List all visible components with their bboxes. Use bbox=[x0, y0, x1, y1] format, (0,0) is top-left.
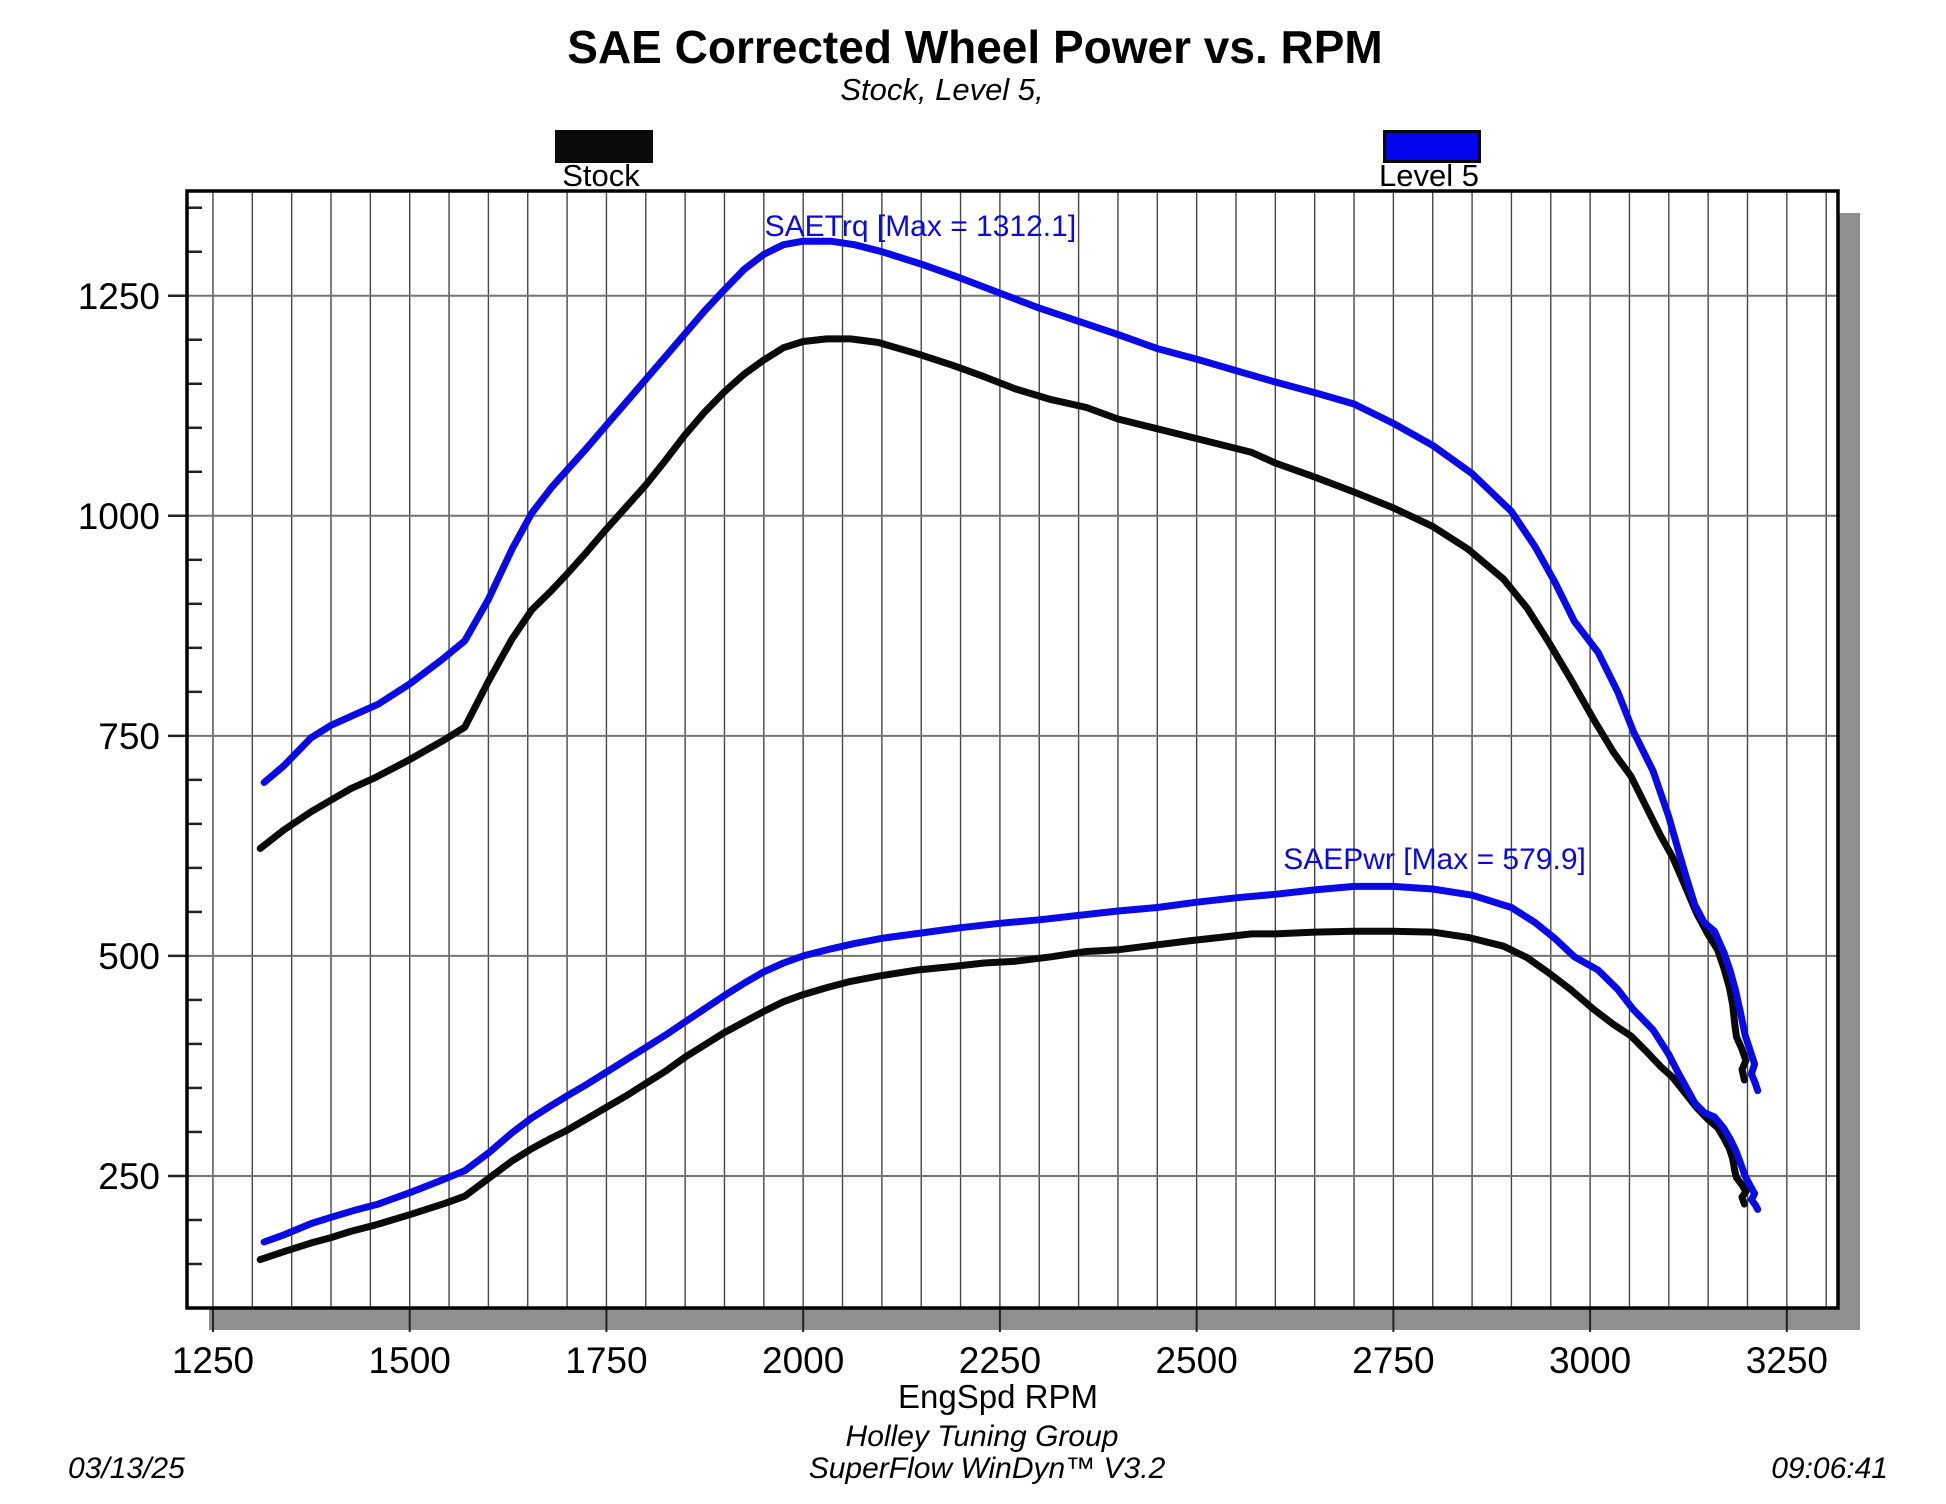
page-subtitle: Stock, Level 5, bbox=[840, 72, 1044, 107]
x-tick-label-2000: 2000 bbox=[762, 1340, 845, 1381]
legend-label-level5: Level 5 bbox=[1379, 158, 1479, 193]
x-tick-label-2500: 2500 bbox=[1155, 1340, 1238, 1381]
x-tick-label-1500: 1500 bbox=[368, 1340, 451, 1381]
legend-swatch-stock bbox=[555, 130, 653, 163]
x-tick-label-2750: 2750 bbox=[1352, 1340, 1435, 1381]
plot-frame bbox=[185, 189, 1840, 1310]
series-curve-level-5-saepwr bbox=[260, 882, 1762, 1246]
footer-group-name: Holley Tuning Group bbox=[845, 1420, 1119, 1453]
annotation-saetrq-max: SAETrq [Max = 1312.1] bbox=[764, 209, 1077, 243]
x-tick-label-3000: 3000 bbox=[1548, 1340, 1632, 1381]
legend-swatch-level5 bbox=[1383, 130, 1481, 163]
x-tick-label-1250: 1250 bbox=[171, 1340, 255, 1381]
plot-background bbox=[187, 191, 1838, 1308]
x-tick-label-2250: 2250 bbox=[958, 1340, 1042, 1381]
x-tick-label-3250: 3250 bbox=[1745, 1340, 1828, 1381]
footer-time: 09:06:41 bbox=[1771, 1452, 1888, 1485]
y-tick-label-1250: 1250 bbox=[77, 275, 160, 317]
y-tick-label-750: 750 bbox=[98, 715, 160, 757]
y-tick-label-500: 500 bbox=[98, 935, 160, 977]
series-curve-level-5-saetrq bbox=[260, 237, 1762, 1095]
x-axis-label: EngSpd RPM bbox=[898, 1378, 1098, 1415]
legend-label-stock: Stock bbox=[562, 158, 640, 193]
y-tick-label-250: 250 bbox=[98, 1155, 160, 1197]
page-title: SAE Corrected Wheel Power vs. RPM bbox=[567, 21, 1383, 73]
x-tick-label-1750: 1750 bbox=[565, 1340, 648, 1381]
footer-software-name: SuperFlow WinDyn™ V3.2 bbox=[808, 1452, 1166, 1485]
y-tick-label-1000: 1000 bbox=[77, 495, 160, 537]
footer-date: 03/13/25 bbox=[68, 1452, 185, 1485]
annotation-saepwr-max: SAEPwr [Max = 579.9] bbox=[1283, 843, 1586, 877]
